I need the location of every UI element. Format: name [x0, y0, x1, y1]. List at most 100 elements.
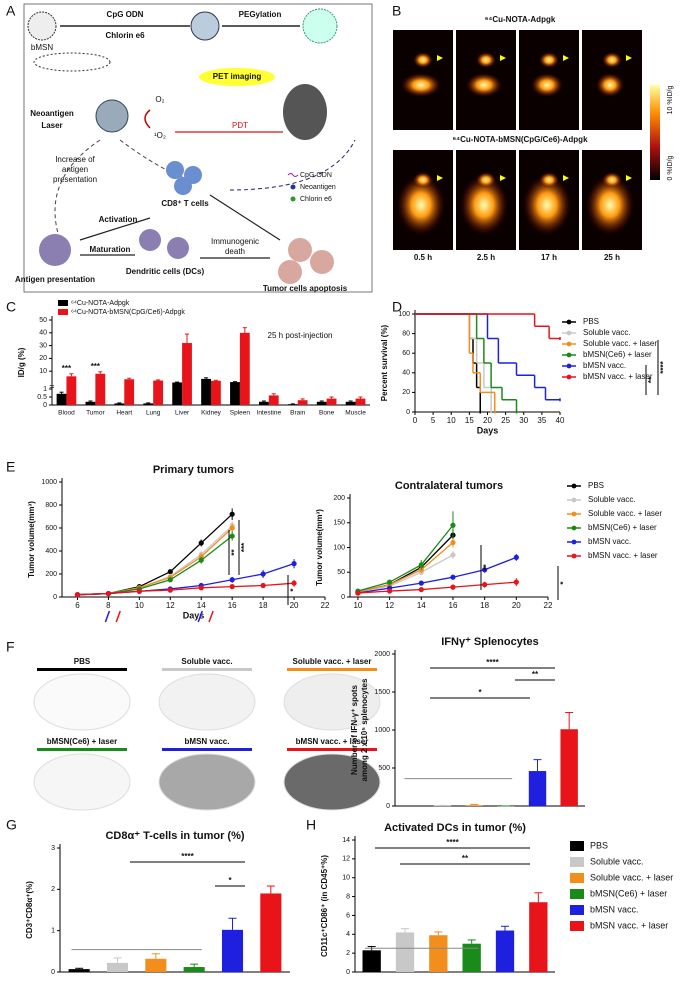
cell	[278, 260, 302, 284]
x-tick-label: 16	[228, 601, 237, 610]
cell	[39, 234, 71, 266]
x-tick-label: Tumor	[86, 410, 105, 417]
bar	[230, 382, 240, 405]
y-tick-label: 500	[378, 765, 390, 772]
time-label: 2.5 h	[477, 253, 495, 262]
legend-label: Soluble vacc. + laser	[583, 339, 657, 348]
bar	[355, 398, 366, 405]
label: Laser	[41, 121, 62, 130]
arrow-head	[500, 55, 506, 61]
y-tick-label: 1	[43, 386, 47, 393]
row-title: ⁶⁴Cu-NOTA-bMSN(CpG/Ce6)-Adpgk	[452, 135, 588, 144]
significance: ****	[181, 852, 194, 861]
y-axis-label: CD3⁺CD8α⁺(%)	[25, 881, 34, 939]
cell	[288, 238, 312, 262]
legend-marker	[566, 363, 572, 369]
uptake	[397, 175, 445, 235]
legend-swatch	[570, 889, 584, 899]
marker	[387, 588, 393, 594]
y-tick-label: 6	[346, 912, 350, 919]
treatment-arrow	[197, 610, 203, 623]
label: Neoantigen	[30, 109, 74, 118]
y-tick-label: 400	[45, 548, 57, 555]
y-tick-label: 40	[402, 370, 410, 377]
label: Immunogenic	[211, 237, 259, 246]
bar	[287, 404, 298, 405]
bar	[124, 379, 135, 405]
uptake	[531, 73, 563, 97]
legend-marker	[566, 352, 572, 358]
bar	[326, 398, 337, 405]
x-tick-label: 8	[106, 601, 111, 610]
bar	[221, 929, 244, 972]
label: CpG ODN	[107, 10, 144, 19]
marker	[229, 511, 235, 517]
y-tick-label: 1500	[374, 689, 390, 696]
elispot-well	[283, 753, 381, 811]
annotation: 25 h post-injection	[268, 331, 333, 340]
y-tick-label: 20	[402, 389, 410, 396]
marker	[450, 522, 456, 528]
x-tick-label: 10	[353, 601, 362, 610]
chart-title: Primary tumors	[153, 464, 234, 476]
legend-label: bMSN(Ce6) + laser	[590, 888, 667, 898]
y-axis-label: CD11c⁺CD86⁺ (in CD45⁺%)	[320, 855, 329, 957]
y-tick-label: 30	[39, 342, 47, 349]
image-label: PBS	[74, 657, 91, 666]
label: presentation	[53, 175, 97, 184]
y-tick-label: 10	[39, 368, 47, 375]
scale-label: 0 %ID/g	[667, 155, 674, 180]
uptake	[476, 52, 496, 68]
uptake	[539, 172, 559, 188]
significance: **	[462, 854, 469, 863]
y-axis-label: Tumor volume(mm³)	[27, 501, 36, 578]
uptake	[539, 52, 559, 68]
marker	[418, 562, 424, 568]
particle	[190, 11, 220, 41]
x-tick-label: 35	[537, 416, 546, 425]
image-label: bMSN(Ce6) + laser	[47, 737, 117, 746]
panel-label: G	[6, 817, 17, 833]
panel-label: H	[306, 817, 316, 833]
uptake	[413, 52, 433, 68]
legend-icon	[290, 196, 296, 202]
significance: **	[532, 670, 539, 679]
marker	[355, 590, 361, 596]
marker	[450, 539, 456, 546]
x-tick-label: Lung	[146, 410, 161, 417]
label-bar	[162, 748, 252, 751]
legend-label: bMSN vacc.	[588, 537, 631, 546]
marker	[291, 561, 297, 567]
row-title: ⁶⁴Cu-NOTA-Adpgk	[485, 15, 556, 24]
x-tick-label: 14	[417, 601, 426, 610]
significance: *	[289, 588, 298, 592]
y-tick-label: 14	[342, 837, 350, 844]
arrow-head	[500, 175, 506, 181]
legend-marker	[566, 341, 572, 347]
x-tick-label: Bone	[319, 410, 335, 417]
elispot-well	[33, 673, 131, 731]
bar	[528, 771, 547, 806]
uptake	[401, 73, 441, 97]
legend-swatch	[570, 873, 584, 883]
uptake	[602, 172, 622, 188]
y-tick-label: 80	[402, 330, 410, 337]
treatment-arrow	[115, 610, 121, 623]
particle	[302, 8, 338, 44]
label: Maturation	[90, 245, 131, 254]
y-axis-label: Tumor volume(mm³)	[315, 509, 324, 586]
pet-bubble	[199, 68, 275, 86]
legend-label: PBS	[583, 317, 599, 326]
bar	[143, 403, 154, 405]
panel-label: F	[6, 639, 15, 655]
uptake	[460, 175, 508, 235]
marker	[229, 584, 235, 590]
legend-label: bMSN vacc. + laser	[590, 920, 668, 930]
marker	[482, 582, 488, 588]
legend-swatch	[570, 841, 584, 851]
legend-swatch	[570, 905, 584, 915]
y-axis-label: Percent survival (%)	[380, 324, 389, 401]
y-tick-label: 20	[39, 355, 47, 362]
y-tick-label: 2	[51, 886, 55, 893]
panel-f-images: PBS Soluble vacc. Soluble vacc. + laser bMS…	[33, 657, 381, 811]
